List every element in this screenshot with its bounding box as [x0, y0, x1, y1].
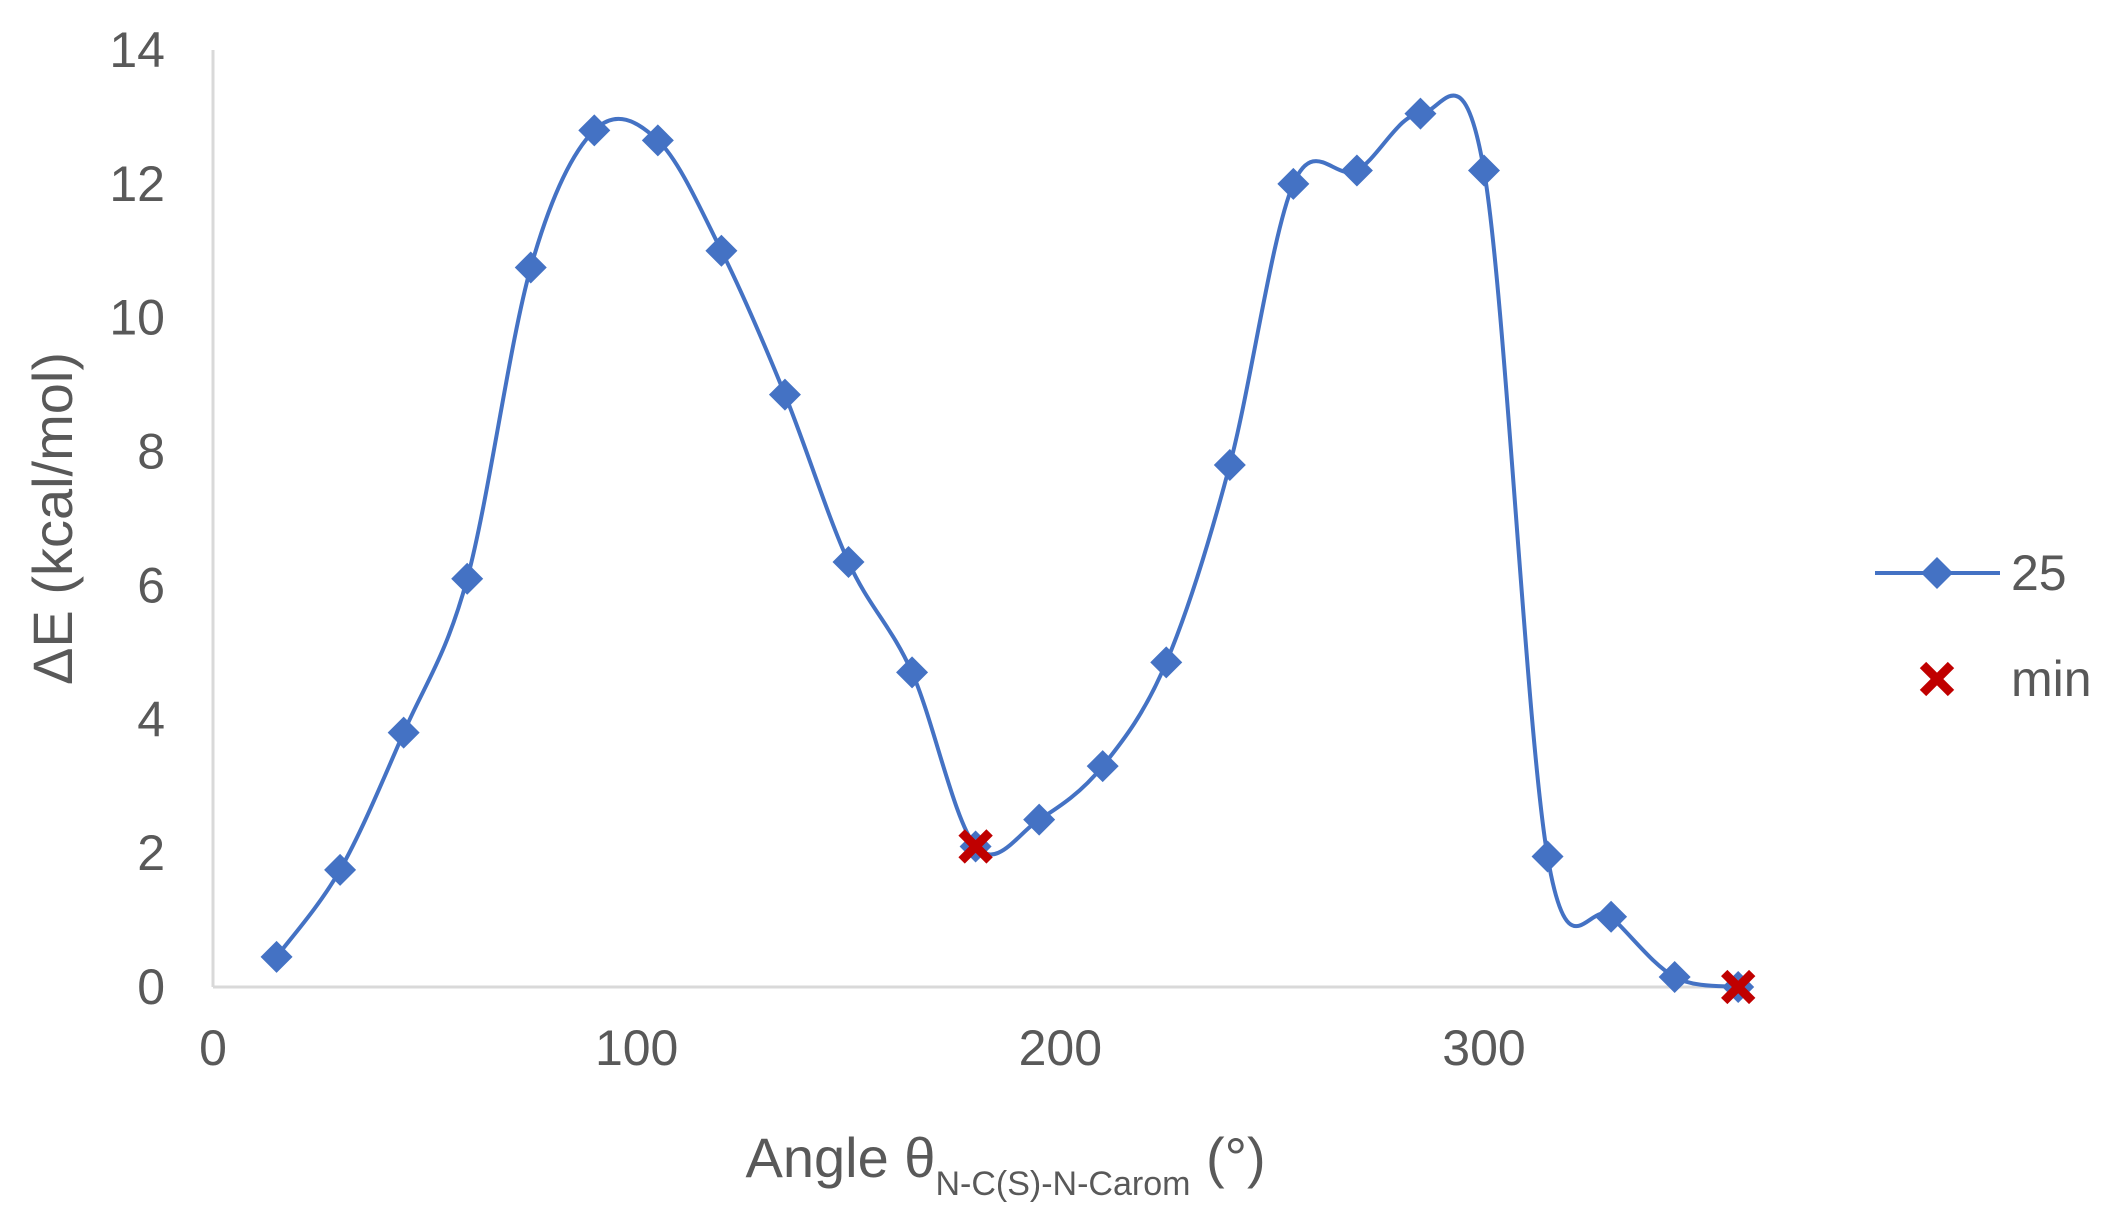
y-tick-label: 8: [137, 424, 165, 480]
x-marker-stroke: [1721, 969, 1756, 1005]
data-point-diamond: [1404, 97, 1437, 130]
data-point-min-marker: [1721, 969, 1756, 1005]
axis-titles-layer: ΔE (kcal/mol) Angle θN-C(S)-N-Carom (°): [21, 352, 1266, 1203]
data-point-diamond: [896, 656, 929, 689]
data-point-diamond: [451, 562, 484, 595]
y-tick-label: 10: [109, 290, 165, 346]
x-axis-title: Angle θN-C(S)-N-Carom (°): [746, 1126, 1266, 1203]
data-point-diamond: [578, 114, 611, 147]
data-point-diamond: [832, 546, 865, 579]
data-point-min-marker: [958, 829, 993, 864]
legend-item: min: [1919, 651, 2092, 707]
data-point-diamond: [1086, 750, 1119, 783]
y-tick-label: 12: [109, 156, 165, 212]
data-point-diamond: [514, 251, 547, 284]
x-axis-title-main: Angle θ: [746, 1126, 936, 1189]
data-point-diamond: [1468, 154, 1500, 187]
data-point-diamond: [641, 124, 674, 157]
legend-item: 25: [1875, 545, 2067, 601]
x-tick-label: 300: [1442, 1020, 1525, 1076]
y-tick-label: 4: [137, 691, 165, 747]
x-axis-title-subscript: N-C(S)-N-Carom: [935, 1165, 1190, 1203]
data-point-diamond: [1531, 840, 1564, 873]
legend-label: min: [2011, 651, 2092, 707]
x-tick-label: 200: [1019, 1020, 1102, 1076]
tick-labels-layer: 0 2 4 6 8 10 12 14 0 100 200 300: [109, 22, 1525, 1076]
data-point-diamond: [1023, 803, 1056, 836]
series-layer: [260, 93, 1756, 1005]
y-tick-label: 2: [137, 825, 165, 881]
series-line-25: [274, 93, 1739, 989]
y-tick-label: 0: [137, 959, 165, 1015]
legend-marker-diamond: [1921, 557, 1953, 589]
y-tick-label: 6: [137, 557, 165, 613]
data-point-diamond: [260, 940, 293, 973]
y-tick-label: 14: [109, 22, 165, 78]
legend-label: 25: [2011, 545, 2067, 601]
data-point-diamond: [1340, 154, 1373, 187]
data-point-diamond: [768, 378, 801, 411]
data-point-diamond: [1150, 646, 1183, 679]
legend-marker-x: [1919, 661, 1955, 697]
data-point-diamond: [1658, 960, 1691, 993]
data-point-diamond: [387, 716, 420, 749]
x-tick-label: 0: [199, 1020, 227, 1076]
x-marker-stroke: [1919, 661, 1955, 697]
x-axis-title-suffix: (°): [1190, 1126, 1265, 1189]
legend: 25 min: [1875, 545, 2092, 707]
data-point-diamond: [1595, 900, 1628, 933]
axes-layer: [211, 50, 1749, 989]
data-point-diamond: [1277, 167, 1310, 200]
data-point-diamond: [1213, 448, 1246, 481]
y-axis-title: ΔE (kcal/mol): [21, 352, 84, 685]
x-marker-stroke: [958, 829, 993, 864]
x-tick-label: 100: [595, 1020, 678, 1076]
data-point-diamond: [324, 853, 357, 886]
data-point-diamond: [705, 234, 738, 267]
